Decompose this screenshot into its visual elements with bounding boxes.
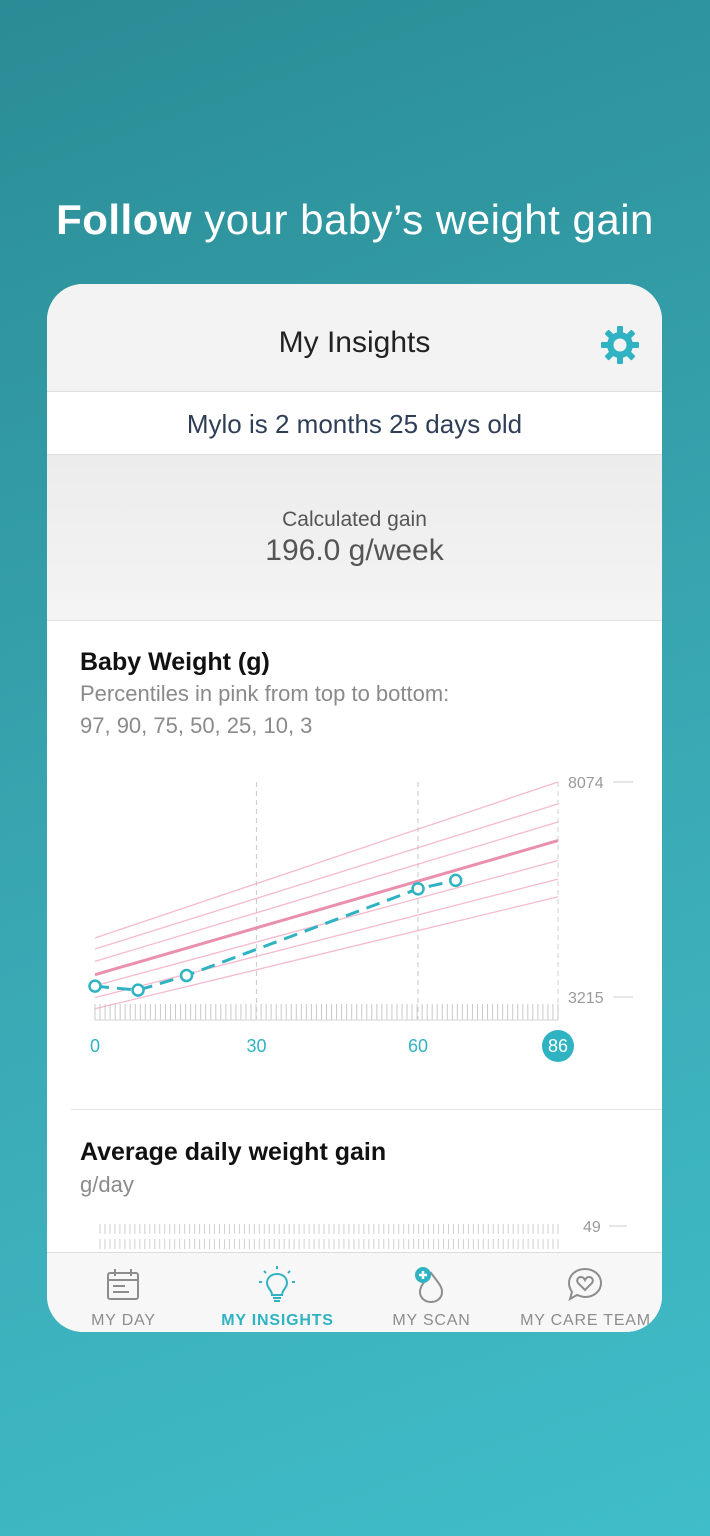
tab-label: MY DAY bbox=[91, 1312, 156, 1329]
percentile-line-50 bbox=[94, 839, 559, 977]
tab-my-scan[interactable]: MY SCAN bbox=[355, 1253, 508, 1332]
percentile-line-90 bbox=[94, 803, 559, 950]
section-divider bbox=[71, 1109, 662, 1110]
scan-drop-icon bbox=[415, 1267, 444, 1304]
tab-label: MY CARE TEAM bbox=[520, 1312, 651, 1329]
baby-age-bar: Mylo is 2 months 25 days old bbox=[47, 392, 662, 455]
percentile-line-10 bbox=[94, 878, 559, 999]
baby-weight-point bbox=[131, 983, 145, 997]
page-title: My Insights bbox=[278, 326, 431, 359]
baby-weight-point bbox=[411, 882, 425, 896]
y-tick-label: 8074 bbox=[568, 775, 604, 792]
baby-weight-point bbox=[179, 968, 194, 983]
daily-gain-chart-preview: 49 bbox=[99, 1219, 627, 1249]
x-tick-label: 0 bbox=[90, 1036, 100, 1056]
daily-gain-title: Average daily weight gain bbox=[80, 1138, 387, 1166]
heart-chat-icon bbox=[567, 1267, 603, 1302]
daily-gain-unit: g/day bbox=[80, 1172, 134, 1197]
calculated-gain-label: Calculated gain bbox=[282, 508, 427, 531]
tab-my-care-team[interactable]: MY CARE TEAM bbox=[509, 1253, 662, 1332]
daily-gain-tick-marks bbox=[99, 1224, 559, 1249]
baby-weight-line bbox=[94, 878, 457, 992]
nav-bar: My Insights bbox=[47, 284, 662, 392]
x-tick-label: 86 bbox=[548, 1036, 568, 1056]
current-day-marker bbox=[542, 1030, 574, 1062]
x-tick-label: 30 bbox=[246, 1036, 266, 1056]
headline: Follow your baby’s weight gain bbox=[0, 196, 710, 244]
phone-screen: My Insights Mylo is 2 months 25 days old… bbox=[47, 284, 662, 1332]
baby-weight-chart: 3215 8074 0 30 60 86 bbox=[88, 775, 633, 1062]
calculated-gain-box: Calculated gain 196.0 g/week bbox=[47, 455, 662, 621]
baby-weight-point bbox=[448, 873, 463, 888]
percentile-line-97 bbox=[94, 781, 559, 939]
tab-label: MY INSIGHTS bbox=[221, 1312, 334, 1329]
baby-weight-point bbox=[88, 979, 102, 993]
tab-label: MY SCAN bbox=[392, 1312, 471, 1329]
baby-age-text: Mylo is 2 months 25 days old bbox=[186, 409, 523, 439]
headline-bold: Follow bbox=[56, 196, 193, 243]
percentile-note-line2: 97, 90, 75, 50, 25, 10, 3 bbox=[80, 713, 313, 738]
headline-rest: your baby’s weight gain bbox=[204, 196, 654, 243]
gear-icon[interactable] bbox=[599, 324, 641, 366]
calculated-gain-value: 196.0 g/week bbox=[265, 534, 444, 567]
daily-gain-axis-label: 49 bbox=[583, 1219, 601, 1236]
tab-my-insights[interactable]: MY INSIGHTS bbox=[201, 1253, 354, 1332]
percentile-note-line1: Percentiles in pink from top to bottom: bbox=[80, 681, 450, 706]
percentile-line-75 bbox=[94, 821, 559, 963]
lightbulb-icon bbox=[259, 1266, 295, 1302]
y-tick-label: 3215 bbox=[568, 990, 604, 1007]
percentile-line-3 bbox=[94, 896, 559, 1010]
baby-weight-title: Baby Weight (g) bbox=[80, 648, 270, 676]
calendar-icon bbox=[107, 1269, 139, 1300]
tab-my-day[interactable]: MY DAY bbox=[47, 1253, 200, 1332]
tab-bar: MY DAY MY INSIGHTS MY SCAN bbox=[47, 1252, 662, 1332]
x-tick-label: 60 bbox=[408, 1036, 428, 1056]
